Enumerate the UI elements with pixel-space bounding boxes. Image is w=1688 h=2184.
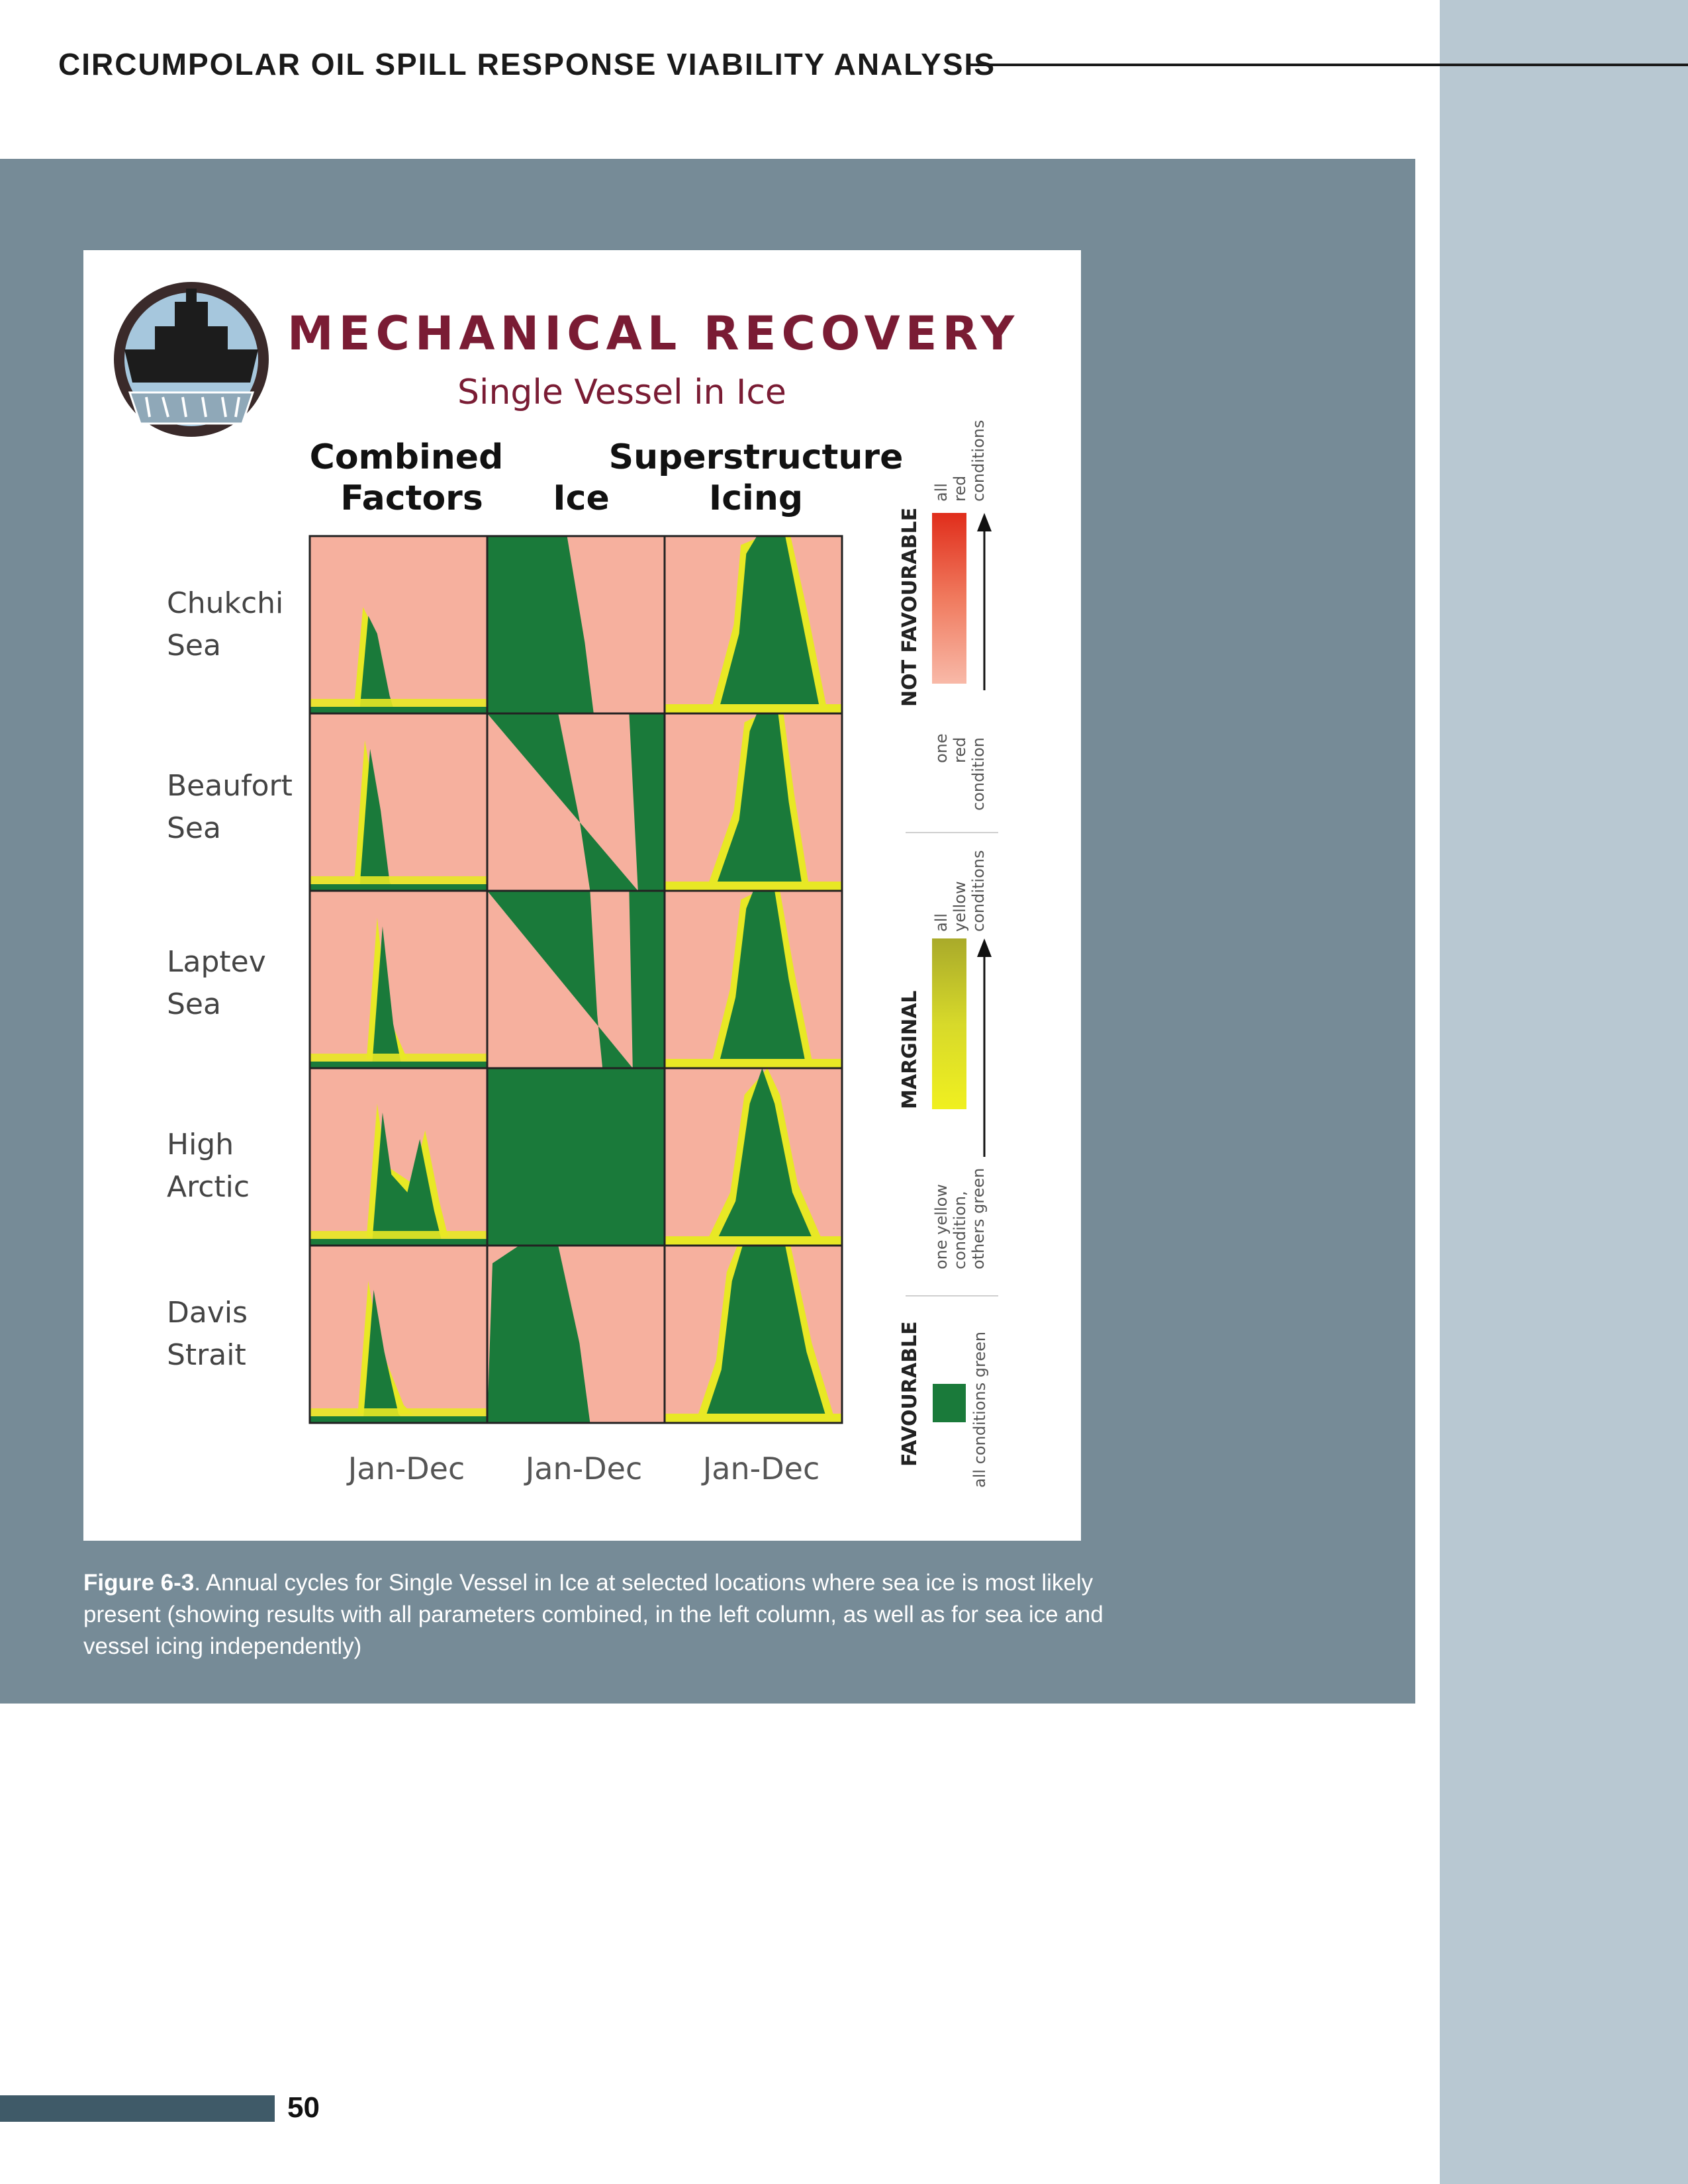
header-rule	[968, 64, 1688, 66]
legend-yellow-swatch	[932, 938, 966, 1109]
annual-cycle-grid	[308, 535, 843, 1424]
panel-ice-row1-favourable-area	[487, 536, 594, 713]
page-number: 50	[287, 2091, 320, 2124]
panel-icing-row4-favourable-area	[714, 1068, 816, 1246]
panel-combined-row4-favourable-area	[371, 1113, 443, 1246]
panel-icing-row4-baseline-marginal	[665, 1236, 842, 1246]
row-label-high-arctic-line1: High	[167, 1128, 234, 1161]
row-label-laptev-line2: Sea	[167, 987, 221, 1021]
footer-bar	[0, 2095, 275, 2122]
xlabel-combined: Jan-Dec	[346, 1451, 465, 1486]
panel-combined-row1-favourable-area	[359, 615, 395, 713]
row-label-high-arctic-line2: Arctic	[167, 1170, 250, 1204]
panel-combined-row5-favourable-area	[363, 1290, 408, 1423]
legend-nf-top-3: conditions	[969, 420, 988, 502]
panel-combined-row5-baseline-favourable	[310, 1416, 487, 1423]
panel-icing-row3-baseline-marginal	[665, 1059, 842, 1068]
logo-emblem	[114, 282, 269, 437]
mechanical-recovery-figure: MECHANICAL RECOVERY Single Vessel in Ice…	[114, 282, 1019, 1488]
legend-nf-top-1: all	[932, 483, 951, 502]
column-header-superstructure-line1: Superstructure	[609, 437, 904, 477]
figure-image-area: MECHANICAL RECOVERY Single Vessel in Ice…	[83, 250, 1081, 1541]
panel-icing-row2-baseline-marginal	[665, 882, 842, 891]
legend-m-bottom-1: one yellow	[932, 1184, 951, 1269]
panel-combined-row1-background	[310, 536, 487, 713]
panel-combined-row3-baseline-favourable	[310, 1062, 487, 1068]
panel-icing-row5-baseline-marginal	[665, 1414, 842, 1423]
column-header-superstructure-line2: Icing	[709, 478, 803, 518]
panel-combined-row3-background	[310, 891, 487, 1068]
legend-red-arrowhead	[977, 513, 992, 531]
legend-nf-bottom-2: red	[951, 737, 969, 763]
figure-caption: Figure 6-3. Annual cycles for Single Ves…	[83, 1567, 1116, 1662]
figure-subtitle: Single Vessel in Ice	[457, 373, 786, 412]
figure-title: MECHANICAL RECOVERY	[287, 306, 1019, 361]
panel-combined-row3-favourable-area	[371, 926, 402, 1068]
legend-m-bottom-3: others green	[969, 1168, 988, 1269]
column-header-ice: Ice	[553, 478, 609, 518]
legend-m-bottom-2: condition,	[951, 1191, 969, 1269]
legend-m-top-2: yellow	[951, 881, 969, 932]
legend-green-swatch	[933, 1384, 966, 1422]
legend-nf-bottom-1: one	[932, 733, 951, 763]
row-label-chukchi-line2: Sea	[167, 629, 221, 662]
panel-ice-row4-favourable-area	[487, 1068, 665, 1246]
row-label-davis-line1: Davis	[167, 1296, 248, 1330]
legend-yellow-arrowhead	[977, 938, 992, 957]
xlabel-ice: Jan-Dec	[524, 1451, 643, 1486]
caption-text: . Annual cycles for Single Vessel in Ice…	[83, 1570, 1103, 1659]
row-label-beaufort-line1: Beaufort	[167, 769, 293, 803]
legend-nf-bottom-3: condition	[969, 737, 988, 811]
running-header: CIRCUMPOLAR OIL SPILL RESPONSE VIABILITY…	[58, 47, 996, 81]
column-header-combined-line1: Combined	[310, 437, 504, 477]
panel-ice-row5-favourable-area	[487, 1246, 590, 1423]
caption-label: Figure 6-3	[83, 1570, 195, 1596]
legend-marginal: MARGINAL	[898, 991, 921, 1109]
panel-combined-row2-favourable-area	[359, 749, 395, 891]
panel-ice-row2-favourable-area	[487, 713, 665, 891]
legend-not-favourable: NOT FAVOURABLE	[898, 508, 921, 707]
panel-combined-row2-baseline-favourable	[310, 884, 487, 891]
row-label-beaufort-line2: Sea	[167, 811, 221, 845]
panel-icing-row3-favourable-area	[718, 891, 807, 1068]
panel-icing-row1-favourable-area	[718, 536, 821, 713]
panel-combined-row4-baseline-favourable	[310, 1239, 487, 1246]
panel-icing-row2-favourable-area	[714, 713, 803, 891]
legend-nf-top-2: red	[951, 476, 969, 502]
row-label-davis-line2: Strait	[167, 1338, 246, 1372]
legend-m-top-1: all	[932, 913, 951, 932]
panel-icing-row5-favourable-area	[704, 1246, 828, 1423]
legend-f-bottom: all conditions green	[970, 1332, 989, 1488]
legend-m-top-3: conditions	[969, 850, 988, 932]
panel-icing-row5-frame	[663, 1244, 843, 1424]
row-label-chukchi-line1: Chukchi	[167, 586, 283, 620]
row-label-laptev-line1: Laptev	[167, 945, 266, 979]
legend: NOT FAVOURABLE all red conditions one re…	[898, 420, 998, 1488]
column-header-combined-line2: Factors	[340, 478, 483, 518]
panel-combined-row1-baseline-favourable	[310, 707, 487, 713]
right-margin-band	[1440, 0, 1688, 2184]
xlabel-icing: Jan-Dec	[701, 1451, 820, 1486]
panel-icing-row1-baseline-marginal	[665, 704, 842, 713]
panel-ice-row3-favourable-area	[487, 891, 665, 1068]
panel-combined-row2-background	[310, 713, 487, 891]
legend-red-swatch	[932, 513, 966, 684]
legend-favourable: FAVOURABLE	[898, 1321, 921, 1467]
